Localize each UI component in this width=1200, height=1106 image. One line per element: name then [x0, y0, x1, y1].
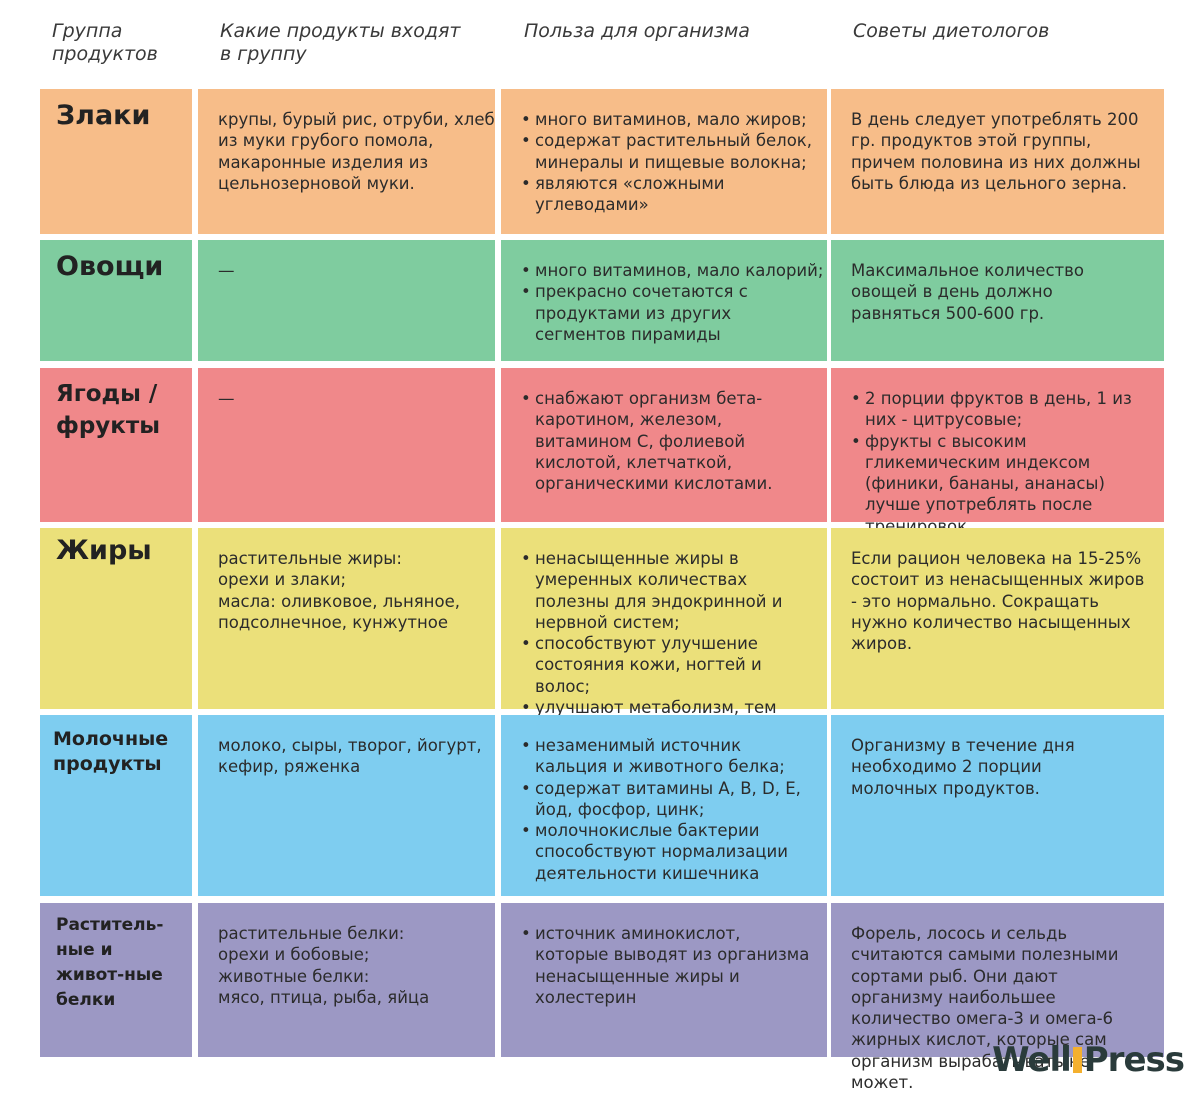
row-1-products-text: крупы, бурый рис, отруби, хлеб из муки гр…: [218, 110, 495, 193]
row-5-advice: Организму в течение дня необходимо 2 пор…: [831, 715, 1164, 896]
list-item: прекрасно сочетаются с продуктами из дру…: [521, 281, 827, 345]
row-1-products: крупы, бурый рис, отруби, хлеб из муки гр…: [198, 89, 495, 234]
row-2-group-cell: [40, 240, 192, 361]
row-2-advice: Максимальное количество овощей в день до…: [831, 240, 1164, 361]
row-5-products: молоко, сыры, творог, йогурт, кефир, ряже…: [198, 715, 495, 896]
logo-mark-icon: [1072, 1047, 1082, 1073]
header-products: Какие продукты входят в группу: [220, 20, 461, 65]
row-3-title: Ягоды / фрукты: [56, 381, 161, 439]
list-item: содержат растительный белок, минералы и …: [521, 130, 827, 173]
header-group: Группа продуктов: [52, 20, 158, 65]
row-2-title: Овощи: [56, 251, 164, 282]
list-item: ненасыщенные жиры в умеренных количества…: [521, 548, 817, 633]
row-1-advice: В день следует употреблять 200 гр. проду…: [831, 89, 1164, 234]
list-item: являются «сложными углеводами»: [521, 173, 827, 216]
list-item: способствуют улучшение состояния кожи, н…: [521, 633, 817, 697]
row-2-products: —: [198, 240, 495, 361]
row-6-benefit: источник аминокислот, которые выводят из…: [501, 903, 827, 1057]
list-item: 2 порции фруктов в день, 1 из них - цитр…: [851, 388, 1154, 431]
row-6-products: растительные белки: орехи и бобовые; живот…: [198, 903, 495, 1057]
row-4-benefit: ненасыщенные жиры в умеренных количества…: [501, 528, 827, 738]
row-3-advice: 2 порции фруктов в день, 1 из них - цитр…: [831, 368, 1164, 536]
row-1-title: Злаки: [56, 100, 151, 131]
row-5-group-cell: [40, 715, 192, 896]
list-item: источник аминокислот, которые выводят из…: [521, 923, 813, 1008]
row-4-advice: Если рацион человека на 15-25% состоит и…: [831, 528, 1164, 709]
list-item: молочнокислые бактерии способствуют норм…: [521, 820, 813, 884]
row-2-benefit: много витаминов, мало калорий; прекрасно…: [501, 240, 827, 361]
row-5-title: Молочные продукты: [53, 728, 169, 775]
row-3-group-cell: [40, 368, 192, 522]
row-5-benefit: незаменимый источник кальция и животного…: [501, 715, 827, 896]
list-item: содержат витамины А, В, D, Е, йод, фосфо…: [521, 778, 813, 821]
row-4-group-cell: [40, 528, 192, 709]
row-1-benefit: много витаминов, мало жиров; содержат ра…: [501, 89, 827, 234]
header-advice: Советы диетологов: [853, 20, 1050, 42]
list-item: много витаминов, мало калорий;: [521, 260, 827, 282]
row-6-title: Раститель-ные и живот-ные белки: [56, 915, 164, 1010]
row-3-products: —: [198, 368, 495, 522]
row-6-group-cell: [40, 903, 192, 1057]
list-item: фрукты с высоким гликемическим индексом …: [851, 431, 1154, 537]
wellpress-logo: Well Press: [992, 1040, 1185, 1080]
row-1-group-cell: [40, 89, 192, 234]
row-4-title: Жиры: [56, 535, 152, 566]
list-item: снабжают организм бета-каротином, железо…: [521, 388, 813, 494]
list-item: незаменимый источник кальция и животного…: [521, 735, 813, 778]
header-benefit: Польза для организма: [524, 20, 750, 42]
row-3-benefit: снабжают организм бета-каротином, железо…: [501, 368, 827, 522]
row-4-products: растительные жиры: орехи и злаки; масла: о…: [198, 528, 495, 709]
list-item: много витаминов, мало жиров;: [521, 109, 827, 131]
row-6-advice: Форель, лосось и сельдь считаются самыми…: [831, 903, 1164, 1092]
